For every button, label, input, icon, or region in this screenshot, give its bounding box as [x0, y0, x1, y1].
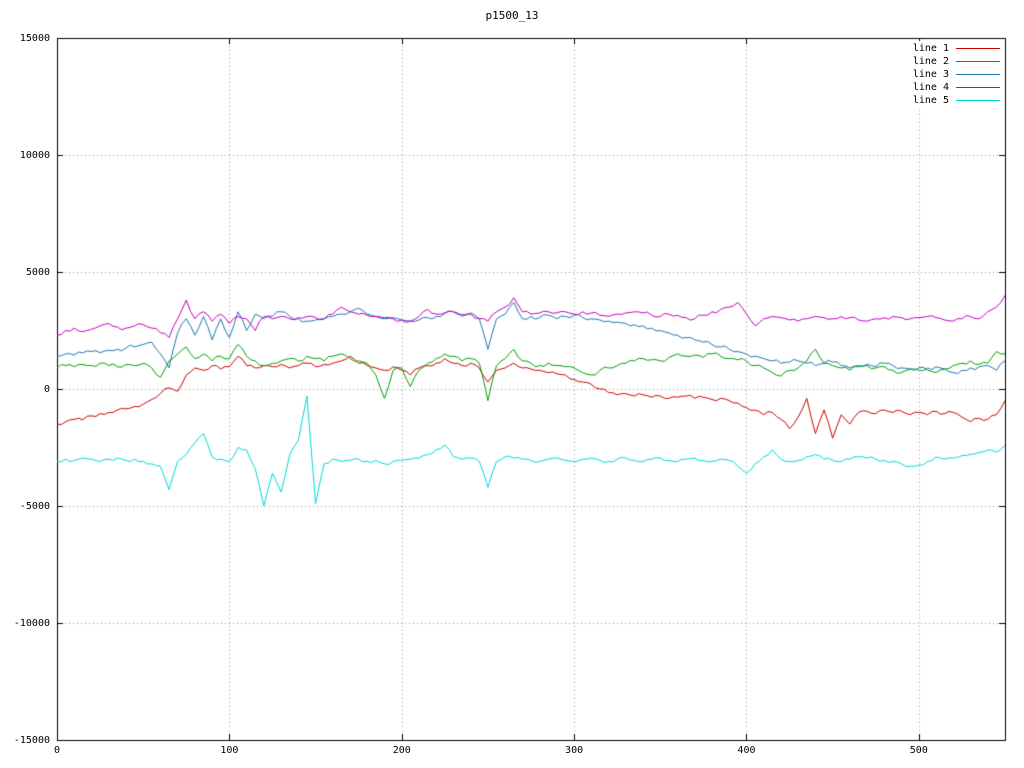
legend-line-sample — [956, 61, 1000, 62]
legend-entry: line 2 — [913, 55, 1000, 68]
legend-label: line 1 — [912, 43, 949, 54]
legend-line-sample — [956, 48, 1000, 49]
legend-label: line 4 — [912, 82, 949, 93]
legend-entry: line 4 — [913, 81, 1000, 94]
legend-line-sample — [956, 74, 1000, 75]
legend-entry: line 3 — [913, 68, 1000, 81]
legend-label: line 5 — [912, 95, 949, 106]
legend-label: line 3 — [912, 69, 949, 80]
legend-entry: line 1 — [913, 42, 1000, 55]
legend-line-sample — [956, 100, 1000, 101]
legend-line-sample — [956, 87, 1000, 88]
legend-label: line 2 — [912, 56, 949, 67]
legend: line 1 line 2 line 3 line 4 line 5 — [910, 41, 1002, 108]
chart-title: p1500_13 — [485, 9, 539, 22]
legend-entry: line 5 — [913, 94, 1000, 107]
